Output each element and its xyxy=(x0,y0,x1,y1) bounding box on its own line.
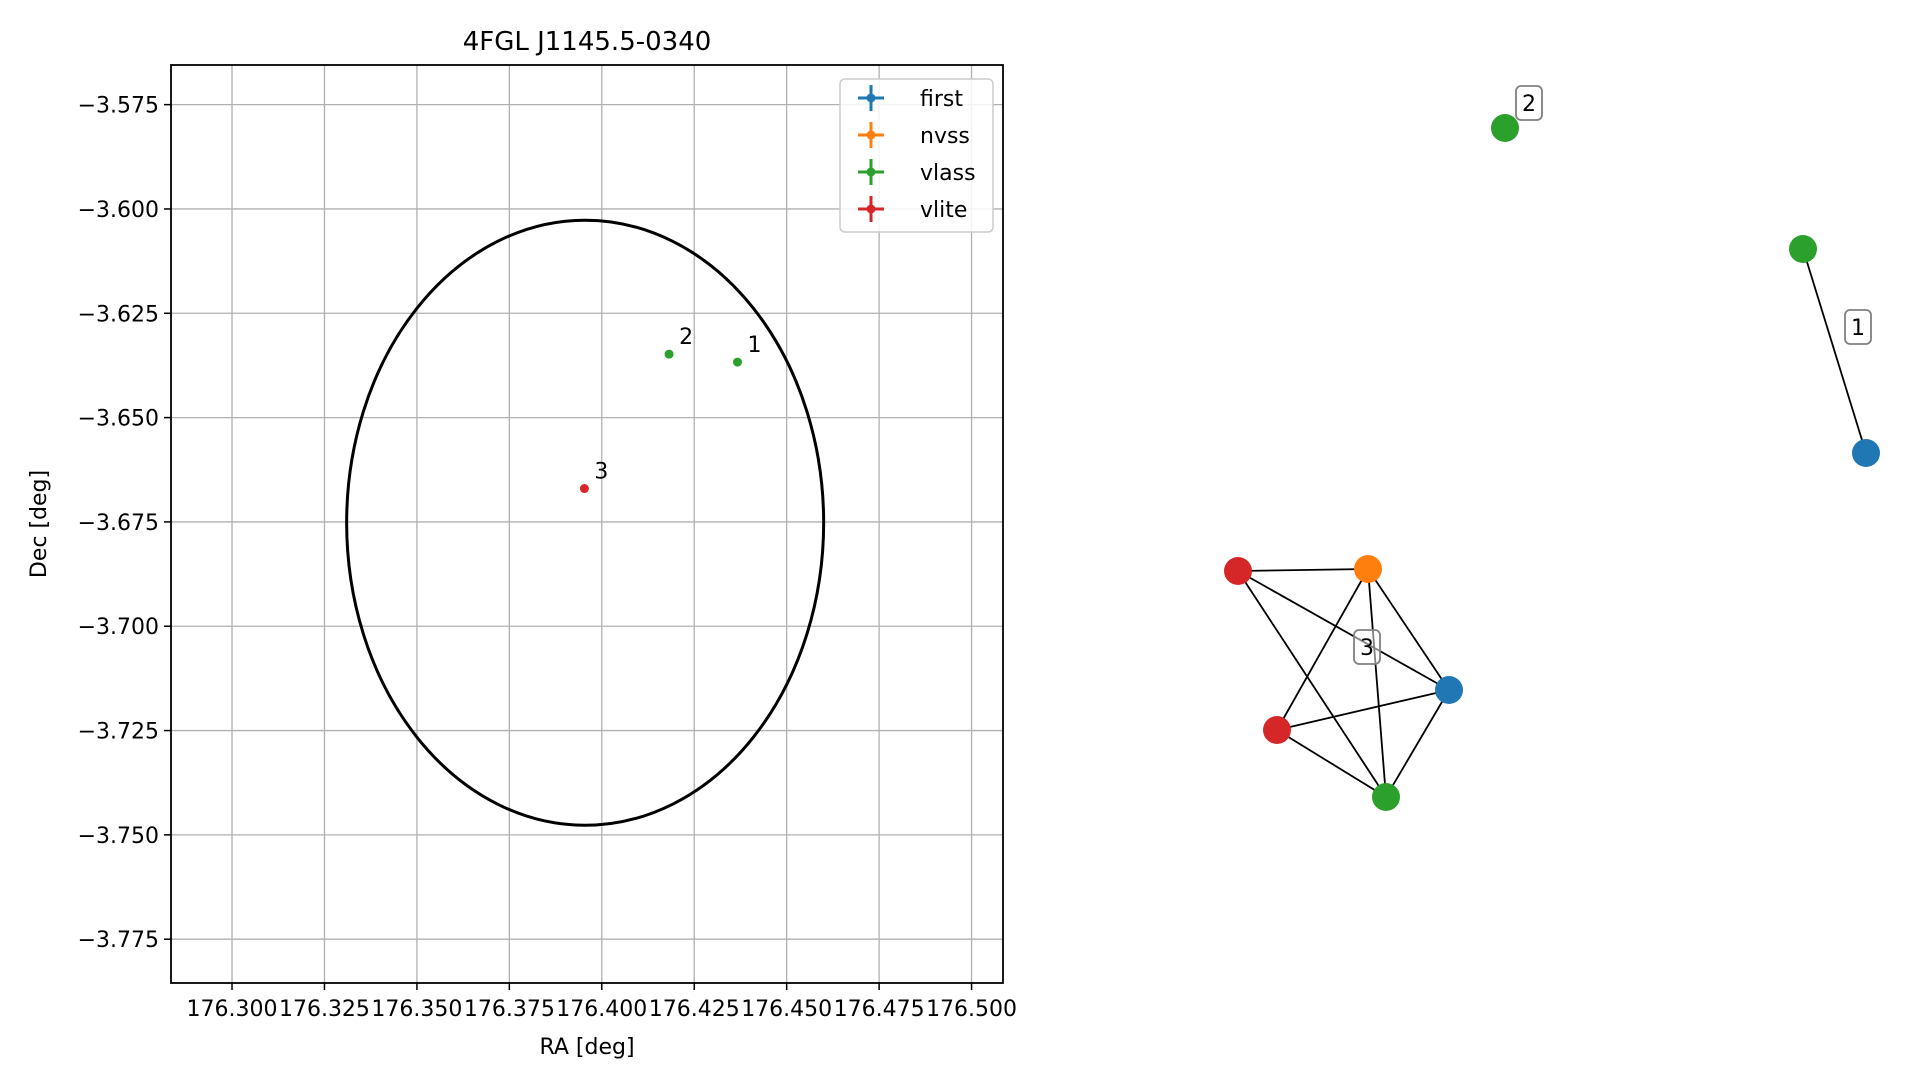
graph-edge xyxy=(1276,568,1369,731)
group-label: 3 xyxy=(1360,636,1374,661)
legend-entry-vlass: vlass xyxy=(920,161,976,186)
x-axis-label: RA [deg] xyxy=(539,1035,634,1060)
y-axis-label: Dec [deg] xyxy=(27,470,52,578)
data-point-vlass xyxy=(664,349,674,359)
graph-node-nvss xyxy=(1354,555,1382,583)
x-tick-label: 176.425 xyxy=(649,997,740,1022)
y-tick-label: −3.625 xyxy=(78,302,159,327)
graph-panel: 1 2 3 xyxy=(1224,85,1880,811)
legend-marker-dot-first xyxy=(866,93,876,103)
y-tick-label: −3.600 xyxy=(78,198,159,223)
legend-box xyxy=(839,78,994,233)
data-point-vlite xyxy=(579,484,589,494)
legend-marker-dot-vlass xyxy=(866,167,876,177)
x-tick-label: 176.400 xyxy=(556,997,647,1022)
plot-frame xyxy=(170,64,1004,984)
legend: first nvss vlass vlite xyxy=(839,78,994,233)
group-label-box xyxy=(1515,85,1543,121)
x-tick-label: 176.325 xyxy=(279,997,370,1022)
graph-edge xyxy=(1385,689,1450,798)
y-tick-label: −3.725 xyxy=(78,720,159,745)
y-tick-label: −3.650 xyxy=(78,407,159,432)
graph-edge xyxy=(1237,570,1387,798)
y-tick-label: −3.700 xyxy=(78,615,159,640)
graph-edge xyxy=(1367,568,1450,691)
group-label-box xyxy=(1353,629,1381,665)
point-label: 3 xyxy=(594,460,608,485)
group-label: 2 xyxy=(1522,92,1536,117)
x-tick-label: 176.450 xyxy=(741,997,832,1022)
y-tick-label: −3.675 xyxy=(78,511,159,536)
chart-title: 4FGL J1145.5-0340 xyxy=(463,27,712,57)
x-tick-label: 176.475 xyxy=(834,997,925,1022)
graph-edge xyxy=(1367,568,1387,798)
x-tick-label: 176.375 xyxy=(464,997,555,1022)
y-tick-label: −3.750 xyxy=(78,824,159,849)
point-label: 2 xyxy=(679,325,693,350)
legend-entry-first: first xyxy=(920,87,963,112)
legend-entry-nvss: nvss xyxy=(920,124,970,149)
legend-marker-dot-vlite xyxy=(866,204,876,214)
graph-node-vlass xyxy=(1372,783,1400,811)
group-label-box xyxy=(1844,309,1872,345)
point-label: 1 xyxy=(747,333,761,358)
graph-edge xyxy=(1237,568,1369,572)
graph-node-vlass xyxy=(1491,114,1519,142)
graph-edge xyxy=(1237,570,1450,691)
graph-node-vlite xyxy=(1224,557,1252,585)
x-tick-label: 176.300 xyxy=(187,997,278,1022)
graph-node-first xyxy=(1435,676,1463,704)
legend-marker-dot-nvss xyxy=(866,130,876,140)
y-tick-label: −3.575 xyxy=(78,94,159,119)
x-tick-label: 176.500 xyxy=(926,997,1017,1022)
x-tick-label: 176.350 xyxy=(371,997,462,1022)
legend-entry-vlite: vlite xyxy=(920,198,967,223)
graph-node-vlass xyxy=(1789,235,1817,263)
group-label: 1 xyxy=(1851,316,1865,341)
graph-node-vlite xyxy=(1263,716,1291,744)
data-point-vlass xyxy=(732,357,742,367)
error-ellipse xyxy=(345,218,826,827)
graph-edge xyxy=(1276,729,1387,798)
graph-edge xyxy=(1276,689,1450,731)
graph-edge xyxy=(1802,248,1867,454)
graph-node-first xyxy=(1852,439,1880,467)
y-tick-label: −3.775 xyxy=(78,928,159,953)
